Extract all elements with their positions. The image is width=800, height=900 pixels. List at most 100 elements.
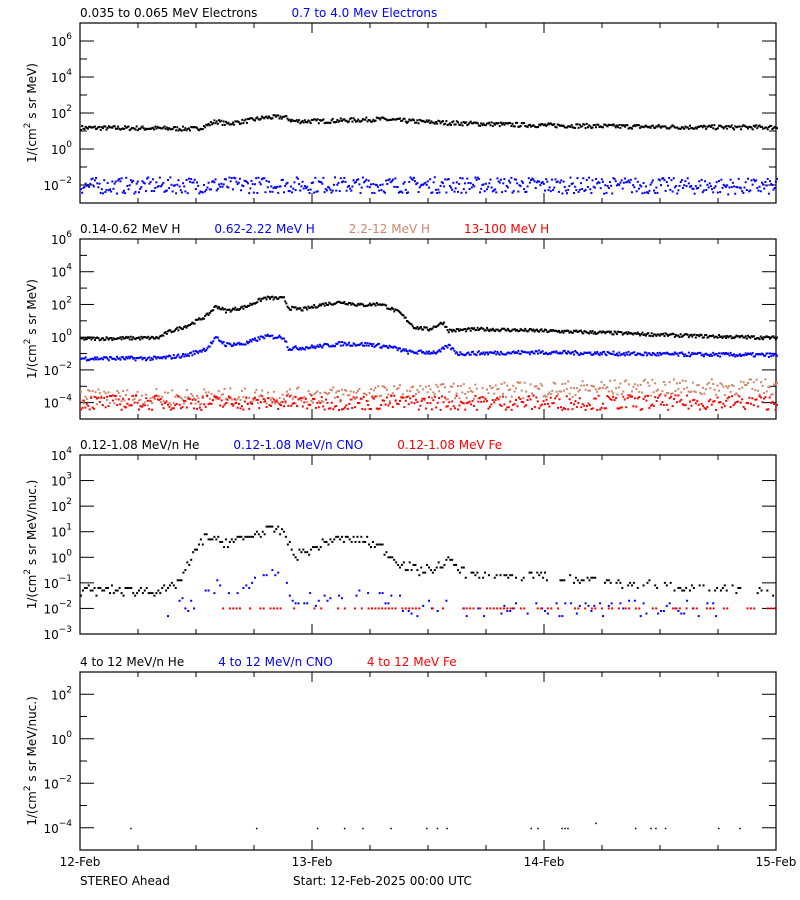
data-point <box>482 576 485 579</box>
data-point <box>129 128 132 131</box>
data-point <box>592 353 595 356</box>
data-point <box>237 181 240 184</box>
data-point <box>506 406 509 409</box>
data-point <box>677 586 680 589</box>
data-point <box>255 301 258 304</box>
data-point <box>458 329 461 332</box>
data-point <box>455 392 458 395</box>
data-point <box>675 334 678 337</box>
data-point <box>695 352 698 355</box>
data-point <box>673 589 676 592</box>
data-point <box>238 402 241 405</box>
data-point <box>200 318 203 321</box>
data-point <box>289 185 292 188</box>
data-point <box>216 579 219 582</box>
data-point <box>640 333 643 336</box>
data-point <box>509 122 512 125</box>
data-point <box>378 303 381 306</box>
data-point <box>259 183 262 186</box>
data-point <box>85 397 88 400</box>
data-point <box>508 329 511 332</box>
data-point <box>743 354 746 357</box>
data-point <box>330 345 333 348</box>
data-point <box>313 118 316 121</box>
data-point <box>208 311 211 314</box>
data-point <box>128 129 131 132</box>
data-point <box>126 586 129 589</box>
data-point <box>116 403 119 406</box>
data-point <box>728 186 731 189</box>
data-point <box>168 405 171 408</box>
data-point <box>477 177 480 180</box>
data-point <box>309 306 312 309</box>
data-point <box>162 181 165 184</box>
data-point <box>479 607 482 610</box>
data-point <box>503 574 506 577</box>
data-point <box>680 179 683 182</box>
data-point <box>196 407 198 410</box>
data-point <box>617 330 620 333</box>
data-point <box>710 403 713 406</box>
data-point <box>325 343 328 346</box>
data-point <box>366 342 369 345</box>
data-point <box>131 181 134 184</box>
data-point <box>201 543 204 546</box>
data-point <box>537 352 540 355</box>
data-point <box>648 579 651 582</box>
data-point <box>238 343 241 346</box>
data-point <box>334 302 337 305</box>
data-point <box>773 607 776 610</box>
data-point <box>510 408 513 411</box>
data-point <box>573 329 575 332</box>
data-point <box>660 609 662 612</box>
data-point <box>318 303 321 306</box>
data-point <box>419 184 422 187</box>
data-point <box>189 129 192 132</box>
data-point <box>179 129 182 132</box>
data-point <box>235 343 238 346</box>
data-point <box>713 186 716 189</box>
data-point <box>318 119 321 122</box>
data-point <box>714 128 717 131</box>
data-point <box>640 185 643 188</box>
data-point <box>240 405 243 408</box>
data-point <box>323 594 326 597</box>
data-point <box>278 185 281 188</box>
data-point <box>103 179 106 182</box>
data-point <box>449 408 452 411</box>
data-point <box>601 607 604 610</box>
data-point <box>501 352 504 355</box>
data-point <box>445 599 448 602</box>
data-point <box>393 345 396 348</box>
data-point <box>444 344 447 347</box>
data-point <box>484 351 487 354</box>
data-point <box>303 119 306 122</box>
data-point <box>172 354 175 357</box>
data-point <box>678 400 681 403</box>
data-point <box>193 397 196 400</box>
data-point <box>655 607 658 610</box>
data-point <box>429 352 432 355</box>
data-point <box>774 180 777 183</box>
data-point <box>93 407 96 410</box>
data-point <box>574 185 577 188</box>
data-point <box>348 402 351 405</box>
data-point <box>368 392 371 395</box>
data-point <box>453 190 456 193</box>
data-point <box>437 119 440 122</box>
data-point <box>402 117 405 120</box>
data-point <box>192 350 195 353</box>
data-point <box>567 350 570 353</box>
data-point <box>488 405 491 408</box>
data-point <box>284 402 287 405</box>
data-point <box>617 407 620 410</box>
data-point <box>354 540 357 543</box>
data-point <box>564 602 567 605</box>
data-point <box>122 389 125 392</box>
data-point <box>405 191 408 194</box>
data-point <box>469 329 472 332</box>
data-point <box>395 186 398 189</box>
data-point <box>657 123 660 126</box>
data-point <box>752 178 755 181</box>
data-point <box>360 341 363 344</box>
